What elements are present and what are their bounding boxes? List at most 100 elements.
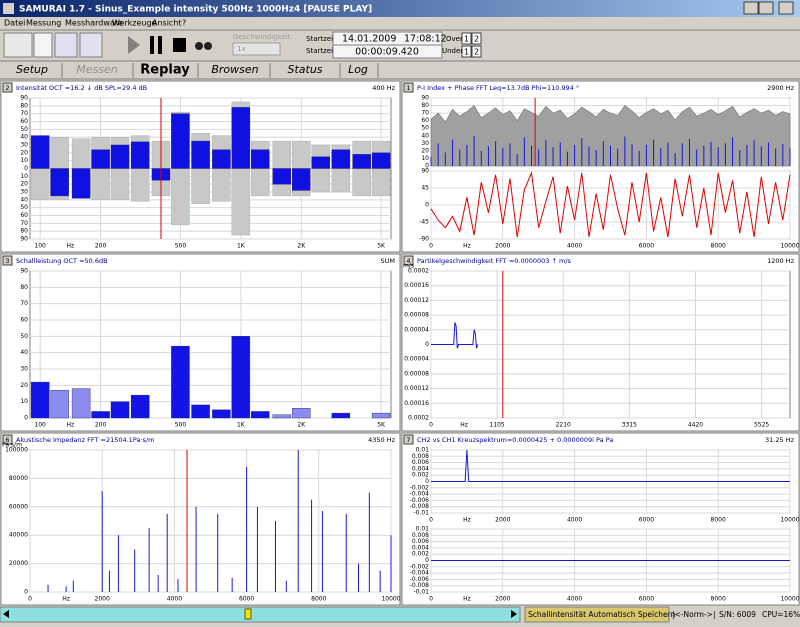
menu-item[interactable]: Werkzeuge xyxy=(112,19,157,28)
y-tick-label: 0.00016 xyxy=(404,400,429,407)
bar xyxy=(331,412,351,419)
y-tick-label: 0 xyxy=(24,589,28,596)
minimize-button[interactable] xyxy=(743,1,759,15)
bar xyxy=(130,394,150,419)
replay-scrollbar[interactable] xyxy=(0,606,521,623)
x-tick-label: 500 xyxy=(175,422,187,429)
view-button[interactable] xyxy=(79,32,103,58)
x-tick-label: 4000 xyxy=(567,517,582,524)
x-tick-label: 0 xyxy=(429,596,433,603)
y-tick-label: 0.01 xyxy=(416,526,430,533)
toolbar: Geschwindigkeit 1x Startzeit Startzeit 1… xyxy=(3,31,482,59)
y-tick-label: 50 xyxy=(20,204,28,211)
window-title: SAMURAI 1.7 - Sinus_Example intensity 50… xyxy=(19,5,372,15)
speed-combobox[interactable] xyxy=(232,42,281,56)
status-cpu: CPU=16% xyxy=(762,610,800,619)
x-tick-label: 500 xyxy=(175,243,187,250)
tab[interactable]: Browsen xyxy=(211,63,258,76)
x-unit: Hz xyxy=(463,596,471,603)
stop-button[interactable] xyxy=(173,38,186,52)
x-tick-label: 1105 xyxy=(489,422,504,429)
under-button[interactable] xyxy=(461,45,472,58)
panel-number-box xyxy=(403,255,414,266)
x-tick-label: 5K xyxy=(377,243,386,250)
x-unit: Hz xyxy=(67,422,75,429)
pause-button[interactable] xyxy=(158,36,162,54)
y-tick-label: -0.004 xyxy=(410,491,430,498)
y-tick-label: -90 xyxy=(419,236,429,243)
tab[interactable]: Log xyxy=(348,63,368,76)
bar xyxy=(130,141,150,169)
panel-number-box xyxy=(403,82,414,93)
menu-item[interactable]: Messhardware xyxy=(65,19,123,28)
close-button[interactable] xyxy=(778,1,794,15)
under-button[interactable] xyxy=(471,45,482,58)
y-tick-label: 10 xyxy=(20,157,28,164)
bar xyxy=(30,135,50,169)
status-message: Schallintensität Automatisch Speichern xyxy=(528,610,676,619)
status-sn: S/N: 6009 xyxy=(719,610,756,619)
y-tick-label: 40 xyxy=(421,132,429,139)
search-button[interactable] xyxy=(204,42,212,50)
search-button[interactable] xyxy=(195,42,203,50)
bar xyxy=(311,156,330,169)
x-tick-label: 2000 xyxy=(495,243,510,250)
panel-right-label: 2900 Hz xyxy=(767,84,794,92)
tab[interactable]: Setup xyxy=(16,63,48,76)
y-tick-label: 0 xyxy=(24,165,28,172)
y-tick-label: 10 xyxy=(20,398,28,405)
tab[interactable]: Status xyxy=(287,63,322,76)
y-tick-label: 20 xyxy=(20,382,28,389)
y-tick-label: 0 xyxy=(425,557,429,564)
pause-button[interactable] xyxy=(150,36,154,54)
y-tick-label: 40 xyxy=(20,196,28,203)
y-tick-label: -0.006 xyxy=(410,576,430,583)
x-tick-label: 2210 xyxy=(556,422,571,429)
new-button[interactable] xyxy=(33,32,53,58)
menu-item[interactable]: Ansicht xyxy=(152,19,182,28)
y-tick-label: -0.002 xyxy=(410,563,430,570)
app-icon xyxy=(3,3,14,14)
open-button[interactable] xyxy=(54,32,78,58)
y-tick-label: 20000 xyxy=(9,560,28,567)
y-tick-label: 100000 xyxy=(5,447,28,454)
menu-item[interactable]: Messung xyxy=(26,19,61,28)
y-tick-label: 90 xyxy=(20,95,28,102)
play-button[interactable] xyxy=(128,36,140,54)
x-tick-label: 100 xyxy=(34,243,46,250)
start-label: Startzeit xyxy=(306,35,336,43)
y-tick-label: 60 xyxy=(20,317,28,324)
y-tick-label: 80 xyxy=(421,102,429,109)
panel-title: CH2 vs CH1 Kreuzspektrum=0.0000425 + 0.0… xyxy=(417,436,613,444)
under-label: Under xyxy=(442,47,463,55)
y-tick-label: -45 xyxy=(419,219,429,226)
x-tick-label: 2000 xyxy=(495,517,510,524)
line xyxy=(430,171,791,238)
logo-button[interactable] xyxy=(3,32,33,58)
over-button[interactable] xyxy=(461,32,472,45)
y-tick-label: -0.008 xyxy=(410,582,430,589)
bar xyxy=(371,412,391,419)
x-tick-label: 8000 xyxy=(711,243,726,250)
x-tick-label: 8000 xyxy=(711,517,726,524)
menu-item[interactable]: ? xyxy=(182,19,186,28)
bar xyxy=(91,149,110,169)
y-tick-label: 90 xyxy=(421,95,429,102)
menu-item[interactable]: Datei xyxy=(4,19,25,28)
bar xyxy=(292,168,311,191)
y-tick-label: 30 xyxy=(421,140,429,147)
tab[interactable]: Replay xyxy=(140,63,190,78)
scroll-thumb[interactable] xyxy=(244,608,252,620)
x-tick-label: 6000 xyxy=(639,243,654,250)
x-tick-label: 2K xyxy=(297,243,306,250)
tab[interactable]: Messen xyxy=(76,63,117,76)
over-button[interactable] xyxy=(471,32,482,45)
x-tick-label: 0 xyxy=(429,243,433,250)
bar xyxy=(331,149,351,169)
y-tick-label: 0.0002 xyxy=(408,415,429,422)
maximize-button[interactable] xyxy=(758,1,774,15)
y-tick-label: 80 xyxy=(20,228,28,235)
x-tick-label: 2K xyxy=(297,422,306,429)
x-unit: Hz xyxy=(67,243,75,250)
